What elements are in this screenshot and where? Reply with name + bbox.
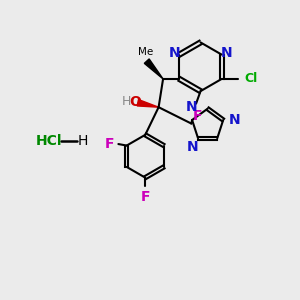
Text: F: F	[104, 137, 114, 151]
Text: O: O	[129, 94, 141, 109]
Text: N: N	[221, 46, 233, 60]
Text: F: F	[140, 190, 150, 204]
Text: H: H	[122, 95, 131, 108]
Text: F: F	[193, 109, 202, 123]
Text: Cl: Cl	[244, 73, 257, 85]
Text: N: N	[229, 113, 241, 127]
Text: Me: Me	[138, 47, 153, 57]
Text: N: N	[187, 140, 199, 154]
Text: H: H	[78, 134, 88, 148]
Text: HCl: HCl	[36, 134, 62, 148]
Text: N: N	[168, 46, 180, 60]
Text: N: N	[186, 100, 197, 114]
Polygon shape	[137, 100, 159, 107]
Polygon shape	[144, 59, 163, 79]
